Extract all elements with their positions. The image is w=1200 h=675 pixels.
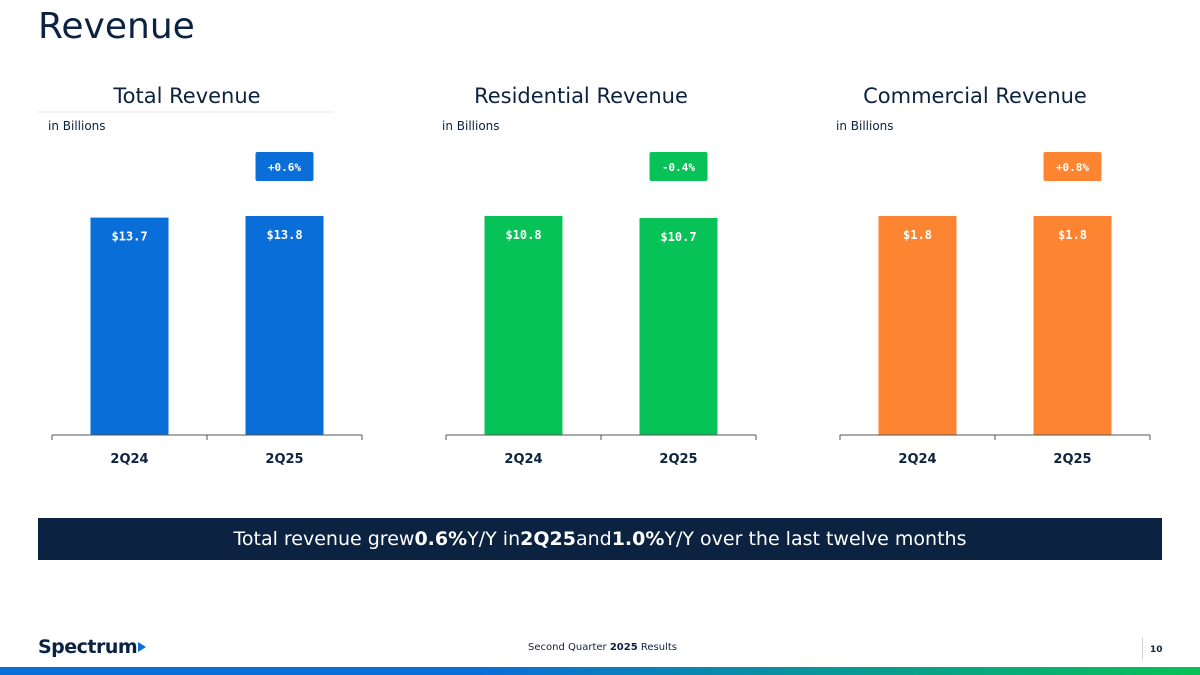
total-revenue-value-label: $13.7 (111, 230, 147, 244)
page-title: Revenue (38, 6, 195, 47)
commercial-revenue-bar-2q24 (878, 216, 957, 435)
footer-prefix: Second Quarter (528, 642, 610, 653)
total-revenue-bar-2q24 (90, 217, 169, 435)
total-revenue-title: Total Revenue (112, 84, 260, 108)
residential-revenue-value-label: $10.7 (660, 230, 696, 244)
banner-value-ttm-growth-q: 0.6% (414, 528, 468, 550)
banner-text-2: Y/Y in (467, 528, 521, 550)
footer-text: Second Quarter 2025 Results (0, 642, 1200, 653)
commercial-revenue-change-badge (1043, 152, 1102, 181)
banner-text-4: Y/Y over the last twelve months (664, 528, 967, 550)
residential-revenue-tick-label: 2Q25 (659, 452, 697, 467)
banner-quarter: 2Q25 (520, 528, 576, 550)
commercial-revenue-unit-label: in Billions (836, 119, 894, 133)
commercial-revenue-tick-label: 2Q24 (898, 452, 936, 467)
summary-banner: Total revenue grew 0.6% Y/Y in 2Q25 and … (38, 518, 1162, 560)
footer-year: 2025 (609, 642, 638, 653)
total-revenue-unit-label: in Billions (48, 119, 106, 133)
commercial-revenue-value-label: $1.8 (903, 228, 932, 242)
commercial-revenue-bar-2q25 (1033, 216, 1112, 435)
total-revenue-tick-label: 2Q25 (265, 452, 303, 467)
commercial-revenue-title: Commercial Revenue (863, 84, 1087, 108)
logo-arrow-icon (138, 642, 147, 652)
residential-revenue-change-badge (649, 152, 708, 181)
total-revenue-bar-2q25 (245, 216, 324, 435)
total-revenue-value-label: $13.8 (266, 228, 302, 242)
footer-divider (1142, 638, 1143, 660)
residential-revenue-bar-2q25 (639, 218, 718, 435)
spectrum-logo: Spectrum (38, 636, 147, 658)
residential-revenue-unit-label: in Billions (442, 119, 500, 133)
commercial-revenue-change-label: +0.8% (1056, 161, 1089, 174)
commercial-revenue-value-label: $1.8 (1058, 228, 1087, 242)
revenue-charts: Total Revenue in Billions $13.7 2Q24 $13.8 2Q… (38, 84, 1151, 467)
residential-revenue-change-label: -0.4% (662, 161, 695, 174)
residential-revenue-bar-2q24 (484, 216, 563, 435)
banner-text-1: Total revenue grew (233, 528, 415, 550)
total-revenue-change-label: +0.6% (268, 161, 301, 174)
page-number: 10 (1150, 645, 1163, 655)
banner-text-3: and (575, 528, 612, 550)
logo-text: Spectrum (38, 636, 138, 658)
bottom-gradient-bar (0, 667, 1200, 675)
total-revenue-tick-label: 2Q24 (110, 452, 148, 467)
footer-suffix: Results (637, 642, 677, 653)
residential-revenue-title: Residential Revenue (474, 84, 688, 108)
residential-revenue-value-label: $10.8 (505, 228, 541, 242)
residential-revenue-tick-label: 2Q24 (504, 452, 542, 467)
total-revenue-change-badge (255, 152, 314, 181)
commercial-revenue-tick-label: 2Q25 (1053, 452, 1091, 467)
banner-value-ttm-growth: 1.0% (611, 528, 665, 550)
